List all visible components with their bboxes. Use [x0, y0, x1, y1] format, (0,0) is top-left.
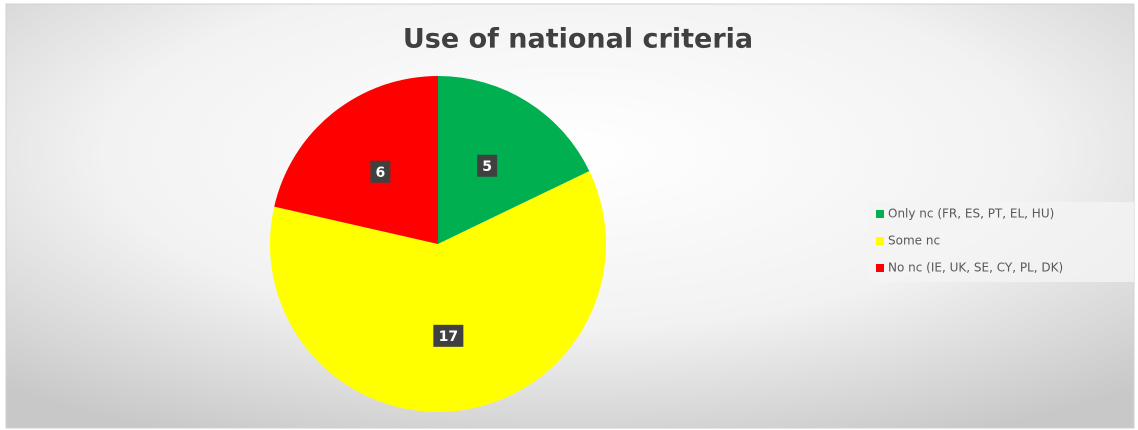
legend-swatch [876, 264, 884, 272]
legend: Only nc (FR, ES, PT, EL, HU) Some nc No nc… [876, 207, 1063, 275]
legend-label: No nc (IE, UK, SE, CY, PL, DK) [888, 261, 1063, 275]
legend-swatch [876, 210, 884, 218]
data-label: 17 [439, 329, 458, 345]
legend-box [868, 202, 1134, 282]
data-label-box [370, 160, 391, 183]
chart-title: Use of national criteria [403, 24, 753, 55]
data-label-box [477, 154, 498, 177]
legend-swatch [876, 237, 884, 245]
pie-slice [270, 171, 606, 412]
data-label-box [433, 324, 464, 347]
pie-slice [438, 76, 590, 244]
data-label: 6 [376, 165, 386, 181]
pie-slice [274, 76, 438, 244]
data-label: 5 [482, 159, 492, 175]
legend-label: Some nc [888, 234, 940, 248]
legend-label: Only nc (FR, ES, PT, EL, HU) [888, 207, 1054, 221]
pie: 5 17 6 [270, 76, 606, 412]
